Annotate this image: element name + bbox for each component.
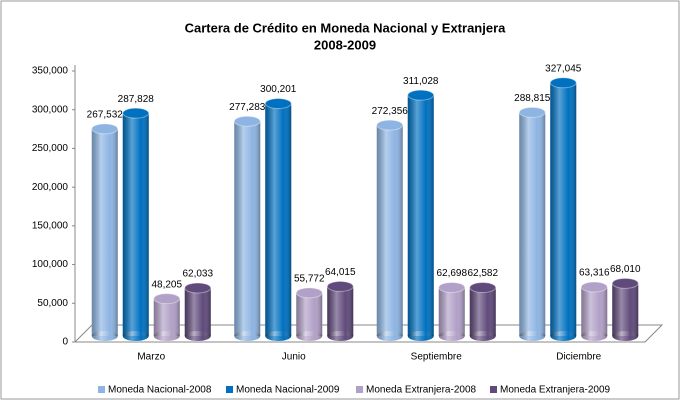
bar-base-shade: [153, 331, 180, 341]
y-tick-label: 350,000: [32, 66, 69, 77]
legend-swatch: [356, 386, 363, 393]
bar-base-shade: [407, 331, 434, 341]
bar-shade: [122, 113, 149, 337]
bar-top: [611, 277, 639, 289]
legend-swatch: [226, 386, 233, 393]
bar-top: [233, 115, 261, 127]
bar-top: [122, 107, 150, 119]
value-label: 64,015: [325, 267, 356, 278]
legend-label: Moneda Extranjera-2009: [500, 385, 611, 396]
bar-top: [438, 281, 466, 293]
value-label: 68,010: [610, 264, 641, 275]
y-tick-label: 150,000: [32, 220, 69, 231]
value-label: 62,033: [182, 269, 213, 280]
y-tick-label: 200,000: [32, 182, 69, 193]
legend-swatch: [490, 386, 497, 393]
value-label: 288,815: [514, 93, 551, 104]
value-label: 55,772: [294, 273, 325, 284]
bar-top: [264, 98, 292, 110]
legend-label: Moneda Nacional-2009: [236, 385, 340, 396]
bar-shade: [153, 298, 180, 336]
value-label: 267,532: [87, 109, 124, 120]
bar-top: [518, 106, 546, 118]
bar-base-shade: [519, 331, 546, 341]
bar-shade: [581, 286, 608, 336]
value-label: 327,045: [545, 63, 582, 74]
bar-base-shade: [376, 331, 403, 341]
value-label: 63,316: [579, 268, 610, 279]
bar-shade: [469, 287, 496, 336]
bar-top: [91, 123, 119, 135]
x-tick-label: Junio: [282, 352, 306, 363]
bar-base-shade: [122, 331, 149, 341]
bar-base-shade: [612, 331, 639, 341]
value-label: 62,698: [436, 268, 467, 279]
bar-base-shade: [581, 331, 608, 341]
bar-shade: [327, 286, 354, 336]
chart-title: Cartera de Crédito en Moneda Nacional y …: [185, 20, 507, 35]
bar-shade: [91, 128, 118, 336]
bar-shade: [234, 121, 261, 336]
bar-top: [184, 282, 212, 294]
bar-base-shade: [184, 331, 211, 341]
bar-shade: [265, 103, 292, 336]
bar-base-shade: [234, 331, 261, 341]
value-label: 272,356: [372, 106, 409, 117]
bar-top: [549, 77, 577, 89]
y-tick-label: 0: [62, 337, 68, 348]
value-label: 287,828: [118, 94, 155, 105]
bar-shade: [184, 287, 211, 336]
bar-top: [376, 119, 404, 131]
bar-base-shade: [265, 331, 292, 341]
bar-shade: [376, 125, 403, 336]
y-tick-label: 100,000: [32, 259, 69, 270]
bar-base-shade: [438, 331, 465, 341]
bar-top: [407, 89, 435, 101]
bar-base-shade: [469, 331, 496, 341]
bar-shade: [519, 112, 546, 337]
bar-top: [469, 282, 497, 294]
bar-base-shade: [327, 331, 354, 341]
bar-top: [153, 293, 181, 305]
legend-label: Moneda Nacional-2008: [108, 385, 212, 396]
x-tick-label: Marzo: [137, 352, 165, 363]
bar-shade: [407, 95, 434, 336]
bar-shade: [438, 287, 465, 336]
bar-shade: [612, 283, 639, 336]
bar-top: [326, 280, 354, 292]
y-tick-label: 50,000: [37, 298, 68, 309]
floor: [73, 324, 664, 343]
legend-swatch: [98, 386, 105, 393]
legend-label: Moneda Extranjera-2008: [366, 385, 477, 396]
value-label: 277,283: [229, 102, 266, 113]
x-tick-label: Diciembre: [556, 352, 601, 363]
bar-base-shade: [550, 331, 577, 341]
bar-shade: [550, 82, 577, 336]
value-label: 62,582: [467, 268, 498, 279]
bar-top: [295, 287, 323, 299]
bar-base-shade: [296, 331, 323, 341]
bar-top: [580, 281, 608, 293]
value-label: 300,201: [260, 84, 297, 95]
bar-shade: [296, 292, 323, 336]
value-label: 311,028: [403, 76, 439, 87]
y-tick-label: 300,000: [32, 104, 69, 115]
chart-subtitle: 2008-2009: [314, 37, 376, 52]
bar-base-shade: [91, 331, 118, 341]
value-label: 48,205: [151, 279, 182, 290]
y-tick-label: 250,000: [32, 143, 69, 154]
x-tick-label: Septiembre: [411, 352, 463, 363]
